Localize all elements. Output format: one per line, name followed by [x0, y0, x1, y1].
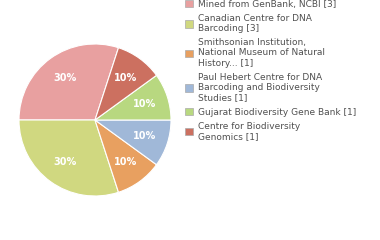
Text: 10%: 10% — [133, 131, 156, 141]
Text: 10%: 10% — [133, 99, 156, 109]
Text: 10%: 10% — [114, 73, 137, 83]
Wedge shape — [95, 75, 171, 120]
Wedge shape — [19, 44, 119, 120]
Text: 30%: 30% — [53, 73, 76, 83]
Wedge shape — [95, 48, 157, 120]
Wedge shape — [19, 120, 119, 196]
Text: 30%: 30% — [53, 157, 76, 167]
Wedge shape — [95, 120, 171, 165]
Legend: Mined from GenBank, NCBI [3], Canadian Centre for DNA
Barcoding [3], Smithsonian: Mined from GenBank, NCBI [3], Canadian C… — [185, 0, 356, 141]
Text: 10%: 10% — [114, 157, 137, 167]
Wedge shape — [95, 120, 157, 192]
